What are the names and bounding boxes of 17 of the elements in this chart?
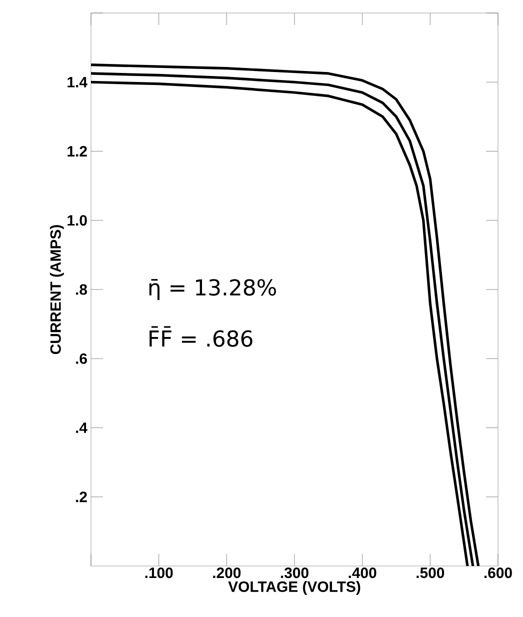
y-tick-label: 1.2 (68, 146, 87, 156)
x-axis-title: VOLTAGE (VOLTS) (228, 580, 360, 595)
y-tick-label: .8 (76, 284, 88, 295)
x-tick-label: .100 (145, 568, 173, 578)
annotation: F̄F̄ = .686 (150, 326, 252, 347)
annotation: η̄ = 13.28% (149, 279, 276, 300)
y-tick-label: 1.0 (68, 215, 87, 226)
x-tick-label: .200 (213, 568, 241, 578)
x-tick-label: .500 (416, 568, 444, 578)
y-tick-label: .6 (76, 353, 87, 364)
x-tick-label: .400 (348, 568, 376, 578)
y-tick-label: .4 (76, 422, 88, 433)
y-tick-label: .2 (76, 492, 87, 502)
x-tick-label: .600 (484, 568, 512, 578)
y-tick-label: 1.4 (68, 76, 88, 88)
x-tick-label: .300 (280, 568, 308, 578)
y-axis-title: CURRENT (AMPS) (50, 225, 64, 354)
